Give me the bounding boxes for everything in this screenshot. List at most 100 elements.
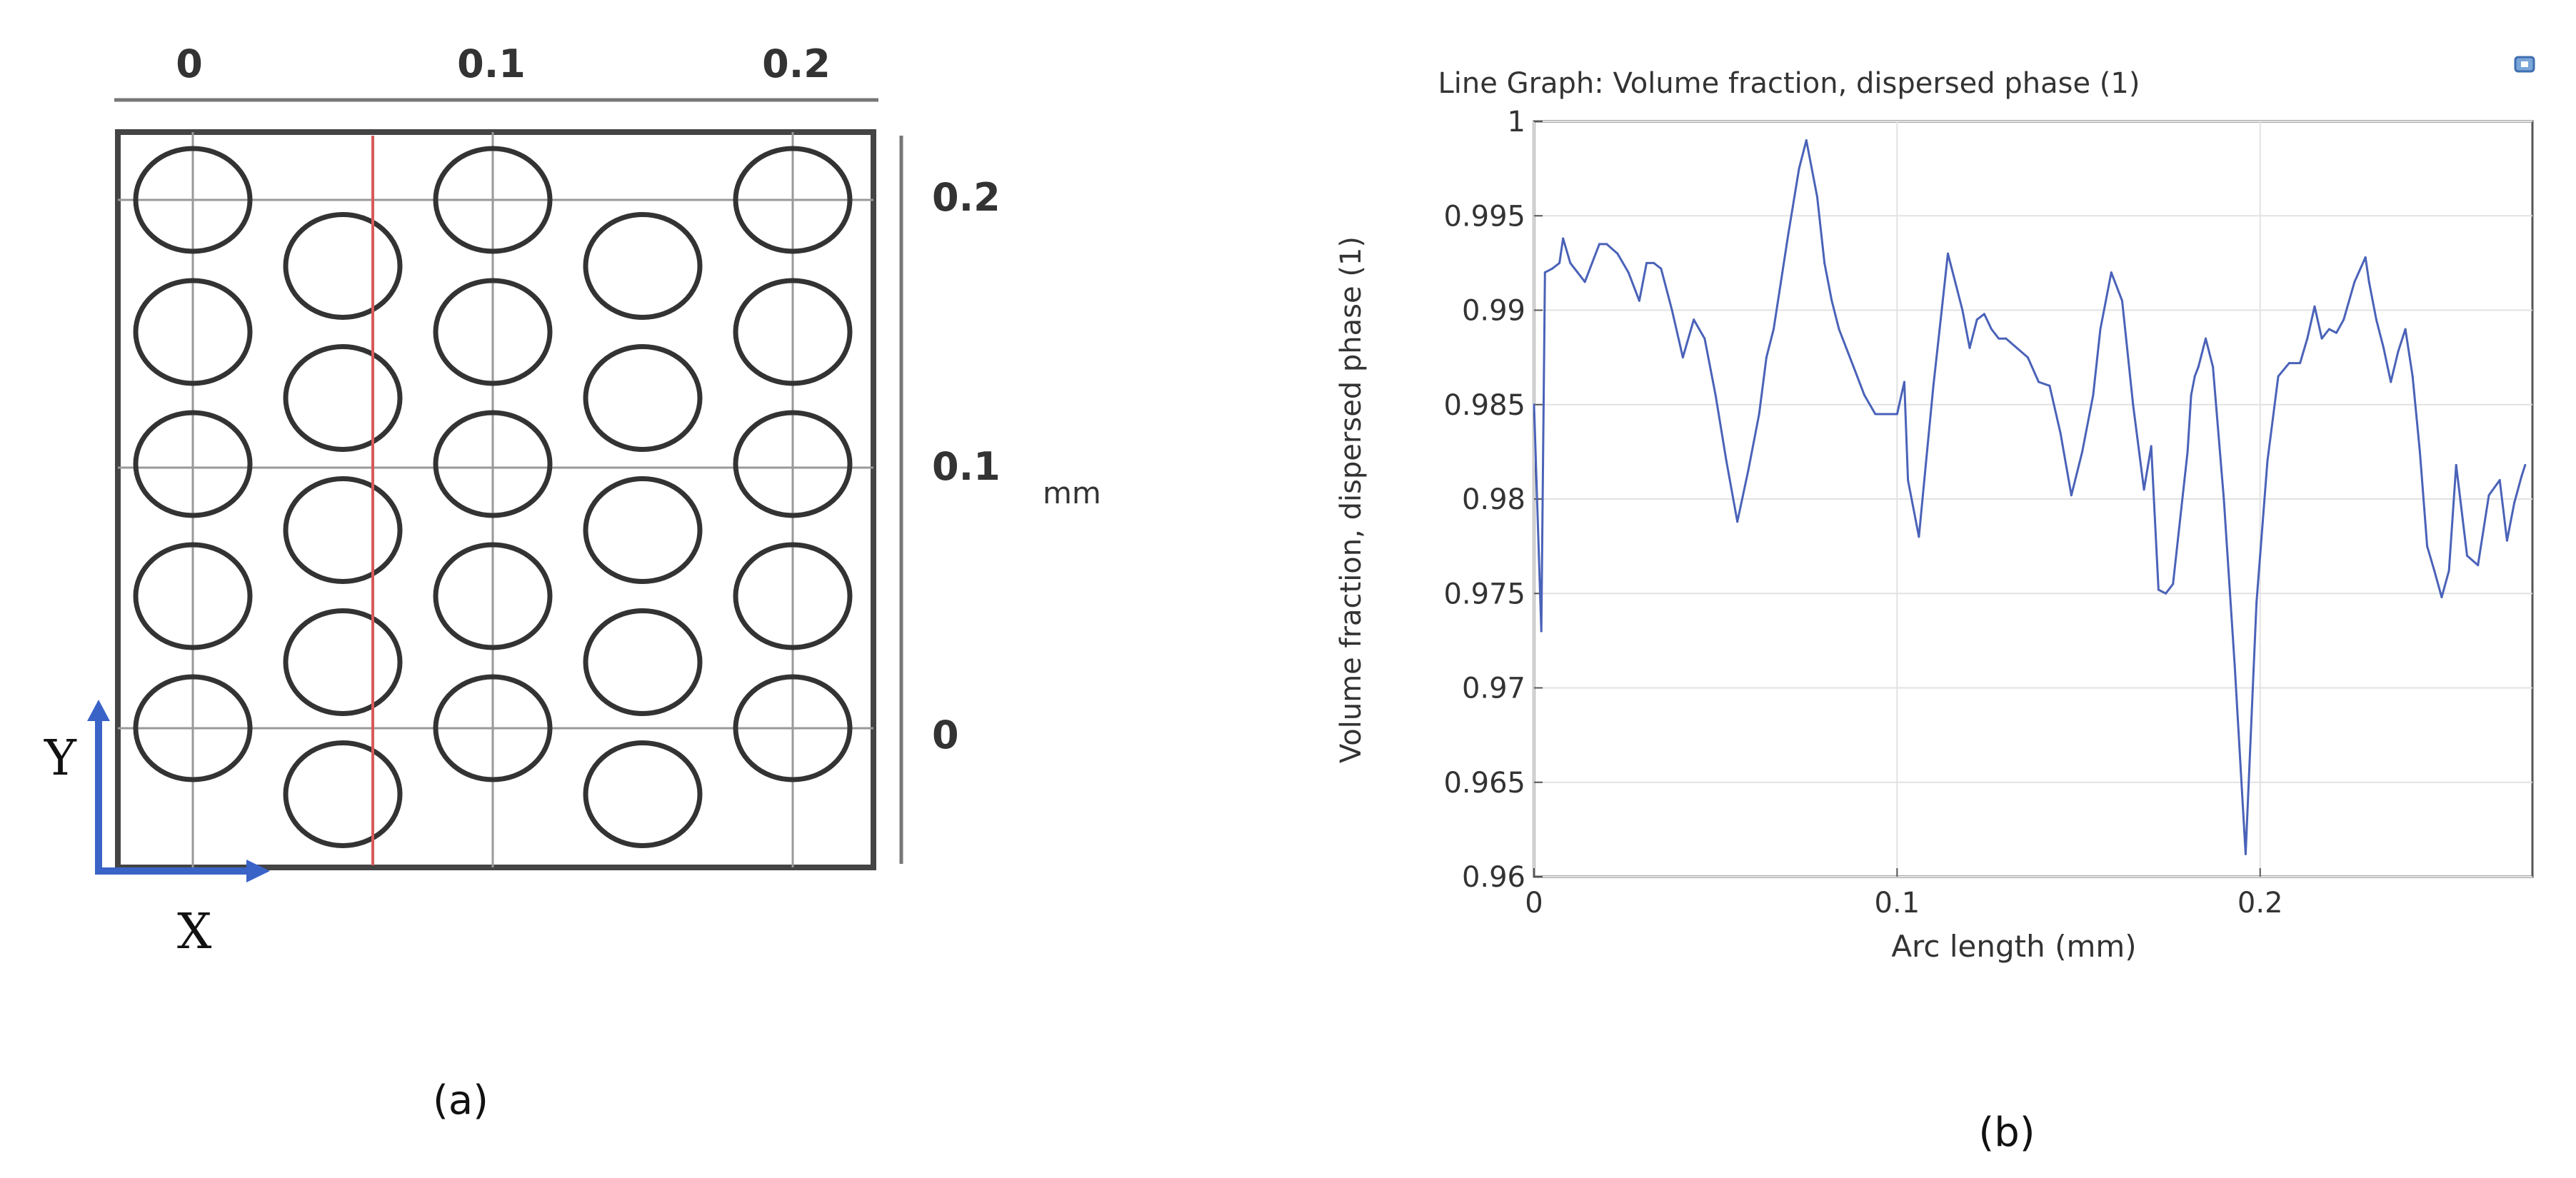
domain-box — [115, 129, 876, 870]
data-point — [2005, 337, 2008, 340]
data-point — [1874, 413, 1877, 416]
data-point — [2487, 494, 2490, 497]
data-point — [1558, 261, 1561, 264]
droplet-circle — [283, 212, 403, 320]
droplet-circle — [583, 476, 703, 584]
data-point — [1605, 243, 1608, 246]
data-point — [2498, 479, 2501, 482]
data-point — [2465, 554, 2468, 557]
data-point — [1895, 413, 1898, 416]
data-point — [2342, 318, 2345, 321]
droplet-circle — [283, 476, 403, 584]
data-point — [2306, 337, 2309, 340]
data-point — [1816, 196, 1819, 198]
data-point — [2411, 375, 2414, 378]
data-points — [1533, 139, 2527, 855]
data-point — [2371, 299, 2374, 302]
data-point — [2513, 501, 2516, 504]
data-point — [1947, 252, 1950, 255]
data-point — [2110, 271, 2113, 274]
plot-grid — [1533, 121, 2532, 877]
data-point — [1638, 299, 1640, 302]
x-axis-label: X — [177, 904, 212, 960]
droplet-circle — [733, 542, 853, 650]
data-point — [2426, 545, 2429, 548]
data-point — [1798, 167, 1800, 170]
droplet-circle — [133, 410, 253, 518]
data-point — [2440, 596, 2443, 599]
top-tick-label: 0.1 — [457, 41, 526, 86]
data-point — [1562, 237, 1565, 240]
y-tick-label: 0.965 — [1443, 767, 1525, 800]
data-point — [1780, 281, 1783, 283]
data-point — [2193, 375, 2196, 378]
data-point — [2287, 362, 2290, 365]
droplet-circle — [433, 146, 553, 254]
caption-a: (a) — [433, 1077, 488, 1124]
data-point — [1627, 271, 1630, 274]
data-point — [2353, 281, 2356, 283]
data-point — [2092, 394, 2095, 397]
y-tick-label: 0.985 — [1443, 389, 1525, 422]
data-point — [1645, 261, 1648, 264]
data-point — [2038, 381, 2040, 383]
data-point — [1653, 261, 1655, 264]
data-point — [2447, 570, 2450, 573]
x-tick-labels: 0 0.1 0.2 — [1525, 868, 2283, 920]
data-point — [1569, 261, 1572, 264]
x-tick-label: 0.1 — [1875, 887, 1920, 920]
data-point — [2367, 281, 2370, 283]
data-point — [1885, 413, 1888, 416]
droplet-circle — [433, 674, 553, 782]
data-point — [1961, 309, 1964, 311]
top-tick-label: 0 — [176, 41, 203, 86]
data-point — [2015, 346, 2018, 349]
data-point — [1583, 281, 1586, 283]
data-point — [2524, 463, 2527, 466]
data-point — [1805, 139, 1808, 141]
data-point — [2255, 601, 2258, 604]
caption-b: (b) — [1978, 1109, 2035, 1156]
x-tick-label: 0 — [1525, 887, 1543, 920]
data-point — [2520, 475, 2523, 478]
data-point — [2266, 460, 2269, 463]
data-point — [1747, 469, 1750, 472]
data-point — [1925, 460, 1928, 463]
data-point — [1714, 394, 1717, 397]
data-point — [2143, 488, 2145, 491]
y-tick-label: 0.995 — [1443, 200, 1525, 233]
geometry-panel: 0 0.1 0.2 0.2 0.1 0 mm Y — [44, 41, 1101, 1124]
data-point — [1954, 281, 1957, 283]
droplet-circle — [283, 344, 403, 452]
right-tick-label: 0.2 — [932, 175, 1001, 220]
y-tick-label: 0.96 — [1462, 861, 1525, 894]
data-point — [2070, 494, 2073, 497]
y-tick-label: 0.97 — [1462, 673, 1525, 705]
droplet-circle — [433, 410, 553, 518]
data-point — [1616, 252, 1619, 255]
data-point — [2204, 337, 2207, 340]
data-point — [2179, 516, 2182, 519]
data-point — [1598, 243, 1601, 246]
droplet-circle — [133, 674, 253, 782]
data-point — [1907, 479, 1910, 482]
unit-label: mm — [1043, 475, 1101, 510]
right-tick-label: 0 — [932, 713, 959, 757]
data-point — [2364, 256, 2367, 258]
droplet-circle — [583, 608, 703, 716]
data-point — [2404, 328, 2407, 331]
export-plot-icon[interactable] — [2514, 56, 2535, 73]
droplet-circle — [583, 212, 703, 320]
data-point — [2222, 498, 2225, 500]
data-point — [1725, 460, 1728, 463]
data-point — [1773, 328, 1775, 331]
y-tick-labels: 0.96 0.965 0.97 0.975 0.98 0.985 0.99 0.995 1 — [1443, 106, 1543, 894]
data-point — [1787, 233, 1790, 236]
data-point — [1540, 630, 1543, 633]
data-point — [1670, 309, 1673, 311]
data-point — [2186, 450, 2189, 453]
data-point — [2150, 445, 2152, 448]
data-point — [1932, 384, 1935, 387]
data-point — [1845, 346, 1848, 349]
